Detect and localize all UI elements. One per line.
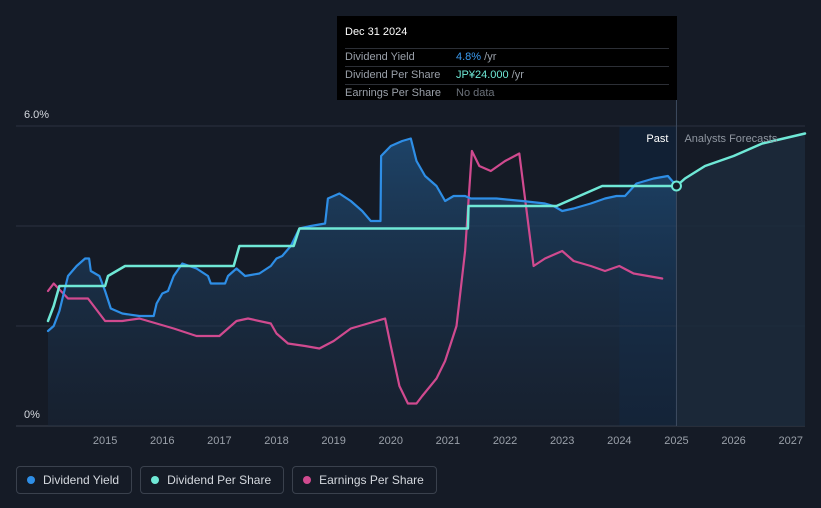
tooltip-label: Earnings Per Share (345, 87, 441, 99)
tooltip-label: Dividend Yield (345, 51, 415, 63)
dividend-yield-line (46, 137, 678, 333)
tooltip-date: Dec 31 2024 (345, 16, 669, 49)
x-tick-label: 2019 (321, 435, 345, 447)
x-tick-label: 2021 (436, 435, 460, 447)
forecast-area (676, 133, 805, 426)
x-tick-label: 2022 (493, 435, 517, 447)
tooltip-label: Dividend Per Share (345, 69, 441, 81)
tooltip-unit: /yr (481, 51, 497, 63)
x-tick-label: 2018 (264, 435, 288, 447)
legend-earnings-per-share[interactable]: Earnings Per Share (292, 466, 437, 494)
earnings-per-share-line (46, 149, 664, 405)
current-point-marker (670, 180, 682, 192)
x-tick-label: 2024 (607, 435, 631, 447)
tooltip-value: No data (456, 87, 495, 99)
legend-dot-icon (151, 476, 160, 484)
x-tick-label: 2027 (778, 435, 802, 447)
legend-label: Dividend Per Share (167, 473, 272, 487)
x-tick-label: 2023 (550, 435, 574, 447)
x-tick-label: 2025 (664, 435, 688, 447)
tooltip-row-dividend-yield: Dividend Yield 4.8% /yr (345, 49, 669, 67)
dividend-yield-area (48, 138, 677, 426)
x-tick-label: 2016 (150, 435, 174, 447)
legend-dot-icon (27, 476, 35, 484)
forecast-label: Analysts Forecasts (684, 133, 777, 145)
dividend-per-share-line (46, 132, 807, 323)
legend: Dividend Yield Dividend Per Share Earnin… (16, 466, 437, 494)
y-tick-label: 6.0% (24, 109, 49, 121)
x-tick-label: 2020 (379, 435, 403, 447)
tooltip-unit: /yr (508, 69, 524, 81)
x-tick-label: 2026 (721, 435, 745, 447)
y-tick-label: 0% (24, 409, 40, 421)
tooltip-row-earnings-per-share: Earnings Per Share No data (345, 85, 669, 102)
x-tick-label: 2015 (93, 435, 117, 447)
legend-label: Dividend Yield (43, 473, 120, 487)
legend-dot-icon (303, 476, 312, 484)
legend-dividend-yield[interactable]: Dividend Yield (16, 466, 133, 494)
tooltip-value: JP¥24.000 (456, 69, 509, 81)
tooltip-row-dividend-per-share: Dividend Per Share JP¥24.000 /yr (345, 67, 669, 85)
past-label: Past (646, 133, 668, 145)
tooltip: Dec 31 2024 Dividend Yield 4.8% /yr Divi… (337, 16, 677, 100)
x-tick-label: 2017 (207, 435, 231, 447)
legend-label: Earnings Per Share (319, 473, 424, 487)
dividend-chart: 6.0% 0% 2015 2016 2017 2018 2019 2020 2021 2022 20… (16, 100, 807, 447)
tooltip-value: 4.8% (456, 51, 482, 63)
legend-dividend-per-share[interactable]: Dividend Per Share (140, 466, 285, 494)
